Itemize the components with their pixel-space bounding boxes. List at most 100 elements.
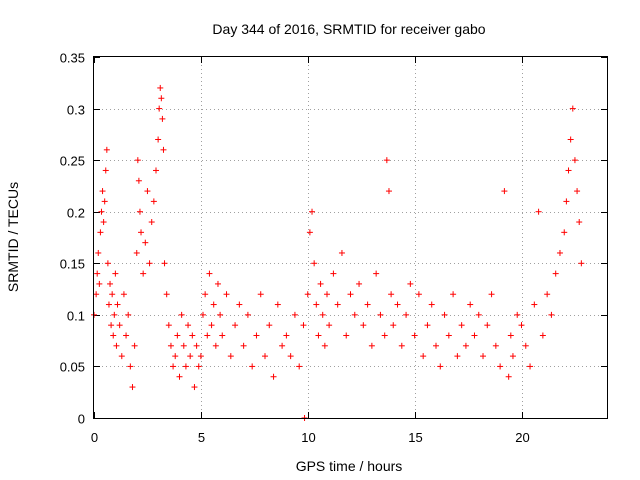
data-point bbox=[330, 270, 337, 277]
x-tick-label: 20 bbox=[515, 430, 529, 445]
data-point bbox=[415, 291, 422, 298]
data-point bbox=[134, 157, 141, 164]
data-point bbox=[497, 363, 504, 370]
data-point bbox=[347, 291, 354, 298]
y-tick-label: 0 bbox=[78, 412, 85, 427]
data-point bbox=[165, 322, 172, 329]
axis-ticks: 0 0.05 0.1 0.15 0.2 0.25 0.3 0.35 0 5 10 15 20 bbox=[60, 51, 607, 445]
data-point bbox=[152, 167, 159, 174]
data-point bbox=[93, 291, 100, 298]
data-point bbox=[507, 332, 514, 339]
data-point bbox=[110, 332, 117, 339]
data-point bbox=[210, 301, 217, 308]
data-point bbox=[240, 342, 247, 349]
data-point bbox=[200, 311, 207, 318]
data-point bbox=[195, 363, 202, 370]
data-point bbox=[123, 332, 130, 339]
data-point bbox=[548, 311, 555, 318]
data-point bbox=[445, 332, 452, 339]
data-point bbox=[317, 280, 324, 287]
data-point bbox=[309, 208, 316, 215]
y-tick-label: 0.15 bbox=[60, 257, 85, 272]
data-point bbox=[563, 198, 570, 205]
data-point bbox=[217, 311, 224, 318]
x-tick-label: 10 bbox=[301, 430, 315, 445]
data-point bbox=[100, 219, 107, 226]
data-points bbox=[91, 84, 585, 421]
data-point bbox=[163, 291, 170, 298]
data-point bbox=[208, 322, 215, 329]
data-point bbox=[505, 373, 512, 380]
data-point bbox=[441, 311, 448, 318]
data-point bbox=[127, 363, 134, 370]
data-point bbox=[167, 342, 174, 349]
data-point bbox=[160, 146, 167, 153]
data-point bbox=[97, 229, 104, 236]
data-point bbox=[319, 311, 326, 318]
data-point bbox=[180, 342, 187, 349]
data-point bbox=[306, 229, 313, 236]
data-point bbox=[253, 332, 260, 339]
data-point bbox=[125, 311, 132, 318]
data-point bbox=[300, 322, 307, 329]
data-point bbox=[437, 363, 444, 370]
data-point bbox=[193, 342, 200, 349]
data-point bbox=[170, 363, 177, 370]
data-point bbox=[146, 260, 153, 267]
data-point bbox=[95, 249, 102, 256]
data-point bbox=[118, 353, 125, 360]
data-point bbox=[142, 239, 149, 246]
data-point bbox=[103, 146, 110, 153]
data-point bbox=[129, 384, 136, 391]
data-point bbox=[270, 373, 277, 380]
data-point bbox=[428, 301, 435, 308]
data-point bbox=[480, 353, 487, 360]
data-point bbox=[458, 322, 465, 329]
data-point bbox=[159, 115, 166, 122]
data-point bbox=[144, 188, 151, 195]
data-point bbox=[287, 353, 294, 360]
data-point bbox=[206, 270, 213, 277]
data-point bbox=[113, 342, 120, 349]
data-point bbox=[574, 188, 581, 195]
data-point bbox=[311, 260, 318, 267]
data-point bbox=[187, 353, 194, 360]
data-point bbox=[214, 280, 221, 287]
data-point bbox=[236, 301, 243, 308]
data-point bbox=[99, 188, 106, 195]
data-point bbox=[232, 322, 239, 329]
data-point bbox=[321, 342, 328, 349]
data-point bbox=[381, 332, 388, 339]
data-point bbox=[398, 342, 405, 349]
y-tick-label: 0.3 bbox=[67, 103, 85, 118]
y-tick-label: 0.35 bbox=[60, 51, 85, 66]
data-point bbox=[509, 353, 516, 360]
data-point bbox=[202, 291, 209, 298]
data-point bbox=[148, 219, 155, 226]
data-point bbox=[544, 291, 551, 298]
data-point bbox=[108, 322, 115, 329]
data-point bbox=[158, 95, 165, 102]
x-axis-label: GPS time / hours bbox=[296, 458, 403, 474]
data-point bbox=[488, 291, 495, 298]
data-point bbox=[315, 332, 322, 339]
data-point bbox=[291, 311, 298, 318]
data-point bbox=[138, 229, 145, 236]
data-point bbox=[296, 363, 303, 370]
y-tick-label: 0.05 bbox=[60, 360, 85, 375]
data-point bbox=[578, 260, 585, 267]
data-point bbox=[120, 291, 127, 298]
data-point bbox=[420, 353, 427, 360]
data-point bbox=[150, 198, 157, 205]
data-point bbox=[373, 270, 380, 277]
data-point bbox=[411, 332, 418, 339]
data-point bbox=[364, 301, 371, 308]
data-point bbox=[343, 332, 350, 339]
data-point bbox=[394, 301, 401, 308]
plot-frame bbox=[93, 56, 608, 419]
data-point bbox=[107, 280, 114, 287]
data-point bbox=[539, 332, 546, 339]
data-point bbox=[140, 270, 147, 277]
data-point bbox=[492, 342, 499, 349]
data-point bbox=[567, 136, 574, 143]
